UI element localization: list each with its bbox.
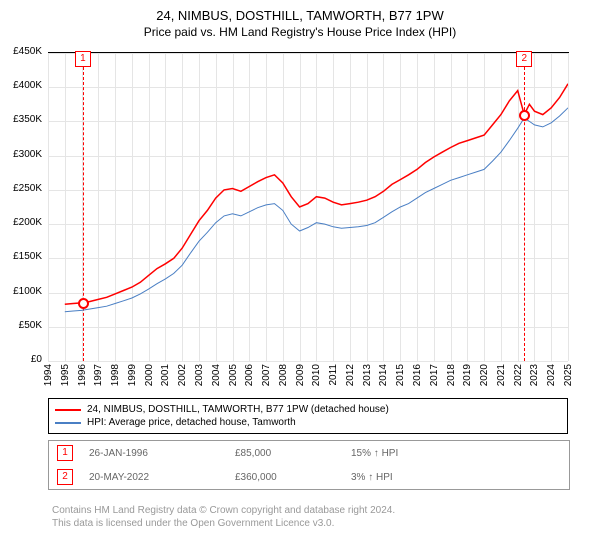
x-tick-label: 2002	[177, 364, 188, 386]
x-tick-label: 2006	[244, 364, 255, 386]
data-table: 1 26-JAN-1996£85,00015% ↑ HPI 2 20-MAY-2022…	[48, 440, 570, 490]
y-tick-label: £400K	[0, 80, 42, 91]
chart-subtitle: Price paid vs. HM Land Registry's House …	[0, 23, 600, 45]
x-tick-label: 2000	[144, 364, 155, 386]
data-table-row: 2 20-MAY-2022£360,0003% ↑ HPI	[49, 465, 569, 489]
y-tick-label: £300K	[0, 149, 42, 160]
x-tick-label: 2021	[496, 364, 507, 386]
data-date-cell: 26-JAN-1996	[81, 444, 227, 463]
x-tick-label: 1995	[60, 364, 71, 386]
legend-row: 24, NIMBUS, DOSTHILL, TAMWORTH, B77 1PW …	[55, 403, 561, 416]
marker-dot-2	[519, 110, 530, 121]
series-price_paid	[65, 84, 568, 304]
x-tick-label: 2022	[513, 364, 524, 386]
x-tick-label: 1997	[93, 364, 104, 386]
marker-box-2: 2	[516, 51, 532, 67]
x-tick-label: 2020	[479, 364, 490, 386]
chart-container: 24, NIMBUS, DOSTHILL, TAMWORTH, B77 1PW …	[0, 0, 600, 560]
legend-swatch	[55, 409, 81, 411]
x-tick-label: 2023	[529, 364, 540, 386]
y-tick-label: £450K	[0, 46, 42, 57]
x-tick-label: 1999	[127, 364, 138, 386]
chart-title: 24, NIMBUS, DOSTHILL, TAMWORTH, B77 1PW	[0, 0, 600, 23]
x-tick-label: 2010	[311, 364, 322, 386]
legend-label: 24, NIMBUS, DOSTHILL, TAMWORTH, B77 1PW …	[87, 404, 389, 415]
x-tick-label: 2024	[546, 364, 557, 386]
y-tick-label: £100K	[0, 286, 42, 297]
legend-row: HPI: Average price, detached house, Tamw…	[55, 416, 561, 429]
data-date-cell: 20-MAY-2022	[81, 468, 227, 487]
gridline-h	[48, 361, 568, 362]
attribution-line1: Contains HM Land Registry data © Crown c…	[52, 504, 395, 517]
x-tick-label: 2018	[446, 364, 457, 386]
x-tick-label: 1996	[77, 364, 88, 386]
series-hpi	[65, 108, 568, 312]
data-marker-badge: 1	[57, 445, 73, 461]
plot-area: 12	[48, 52, 569, 361]
x-tick-label: 2007	[261, 364, 272, 386]
x-tick-label: 2012	[345, 364, 356, 386]
x-tick-label: 2003	[194, 364, 205, 386]
data-pct-cell: 3% ↑ HPI	[343, 468, 401, 487]
data-price-cell: £360,000	[227, 468, 343, 487]
x-tick-label: 2004	[211, 364, 222, 386]
data-price-cell: £85,000	[227, 444, 343, 463]
attribution-line2: This data is licensed under the Open Gov…	[52, 517, 395, 530]
x-tick-label: 2014	[378, 364, 389, 386]
marker-box-1: 1	[75, 51, 91, 67]
legend-box: 24, NIMBUS, DOSTHILL, TAMWORTH, B77 1PW …	[48, 398, 568, 434]
x-tick-label: 1994	[43, 364, 54, 386]
y-tick-label: £350K	[0, 114, 42, 125]
chart-lines-svg	[48, 53, 568, 361]
legend-swatch	[55, 422, 81, 424]
x-tick-label: 2001	[160, 364, 171, 386]
gridline-v	[568, 53, 569, 361]
x-tick-label: 2015	[395, 364, 406, 386]
y-tick-label: £200K	[0, 217, 42, 228]
legend-label: HPI: Average price, detached house, Tamw…	[87, 417, 296, 428]
x-tick-label: 2025	[563, 364, 574, 386]
y-tick-label: £150K	[0, 251, 42, 262]
x-tick-label: 2005	[228, 364, 239, 386]
data-marker-badge: 2	[57, 469, 73, 485]
y-tick-label: £50K	[0, 320, 42, 331]
x-tick-label: 2017	[429, 364, 440, 386]
marker-dot-1	[78, 298, 89, 309]
x-tick-label: 2019	[462, 364, 473, 386]
data-pct-cell: 15% ↑ HPI	[343, 444, 406, 463]
x-tick-label: 2016	[412, 364, 423, 386]
data-table-row: 1 26-JAN-1996£85,00015% ↑ HPI	[49, 441, 569, 465]
x-tick-label: 2008	[278, 364, 289, 386]
y-tick-label: £0	[0, 354, 42, 365]
attribution-text: Contains HM Land Registry data © Crown c…	[52, 504, 395, 530]
x-tick-label: 2009	[295, 364, 306, 386]
x-tick-label: 2013	[362, 364, 373, 386]
x-tick-label: 1998	[110, 364, 121, 386]
x-tick-label: 2011	[328, 364, 339, 386]
y-tick-label: £250K	[0, 183, 42, 194]
